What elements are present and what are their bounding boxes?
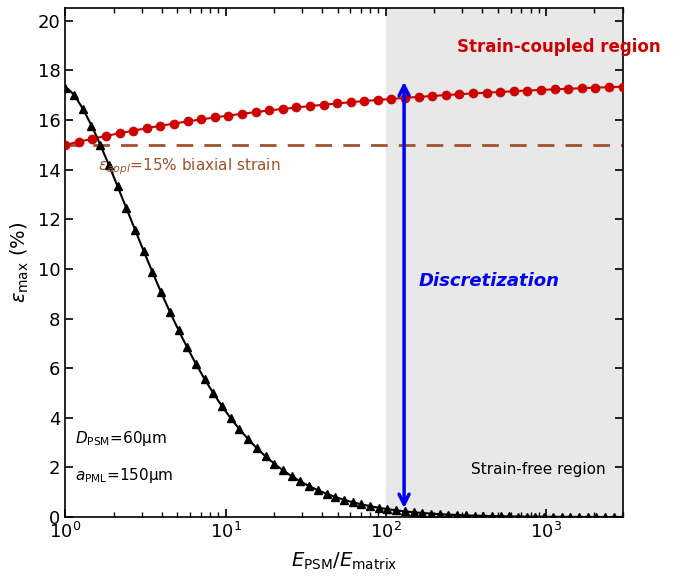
Y-axis label: $\varepsilon_{\rm max}$ (%): $\varepsilon_{\rm max}$ (%) bbox=[8, 222, 31, 303]
Text: Strain-coupled region: Strain-coupled region bbox=[457, 38, 661, 56]
Text: $a_{\rm PML}$=150μm: $a_{\rm PML}$=150μm bbox=[75, 466, 174, 485]
Text: $D_{\rm PSM}$=60μm: $D_{\rm PSM}$=60μm bbox=[75, 429, 167, 448]
Text: $\varepsilon_{appl}$=15% biaxial strain: $\varepsilon_{appl}$=15% biaxial strain bbox=[98, 156, 281, 176]
Bar bbox=[386, 8, 671, 517]
Text: Strain-free region: Strain-free region bbox=[472, 462, 606, 477]
Text: Discretization: Discretization bbox=[419, 273, 559, 291]
X-axis label: $E_{\rm PSM}/E_{\rm matrix}$: $E_{\rm PSM}/E_{\rm matrix}$ bbox=[291, 550, 397, 572]
